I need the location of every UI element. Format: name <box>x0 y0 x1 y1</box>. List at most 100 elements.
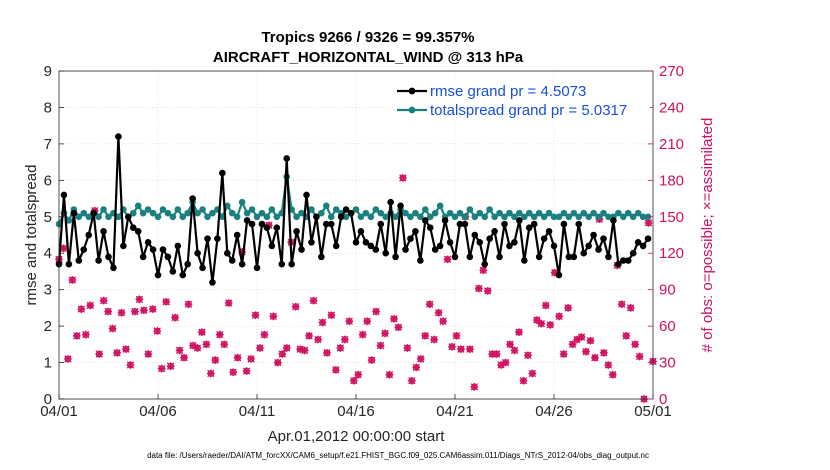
rmse-point <box>120 242 127 250</box>
obs-assimilated-point <box>573 335 581 344</box>
totalspread-point <box>417 213 424 221</box>
rmse-point <box>288 260 295 268</box>
rmse-point <box>521 257 528 264</box>
y2-tick-label: 270 <box>659 63 684 80</box>
rmse-point <box>402 246 409 253</box>
totalspread-point <box>164 209 172 217</box>
totalspread-point <box>466 206 474 213</box>
totalspread-point <box>372 206 380 213</box>
rmse-point <box>85 231 92 239</box>
obs-assimilated-point <box>251 311 260 320</box>
totalspread-point <box>570 209 578 217</box>
rmse-point <box>372 246 380 253</box>
rmse-point <box>179 271 187 279</box>
y-tick-label: 9 <box>44 63 52 80</box>
rmse-point <box>511 238 518 246</box>
obs-assimilated-point <box>157 364 166 373</box>
totalspread-point <box>199 206 206 213</box>
obs-assimilated-point <box>113 348 121 357</box>
rmse-point <box>347 209 355 217</box>
totalspread-point <box>600 209 607 217</box>
totalspread-point <box>134 202 142 210</box>
rmse-point <box>466 253 474 261</box>
y2-tick-label: 30 <box>659 355 676 372</box>
rmse-point <box>550 242 558 250</box>
totalspread-point <box>555 213 563 221</box>
obs-assimilated-point <box>81 330 90 339</box>
obs-assimilated-point <box>175 346 184 355</box>
rmse-point <box>144 238 152 246</box>
obs-assimilated-point <box>122 345 130 354</box>
obs-assimilated-point <box>604 361 613 369</box>
obs-assimilated-point <box>394 323 403 332</box>
obs-assimilated-point <box>233 353 242 362</box>
totalspread-point <box>129 209 137 217</box>
rmse-point <box>139 253 147 261</box>
rmse-point <box>224 249 231 257</box>
obs-assimilated-point <box>555 312 564 321</box>
rmse-point <box>70 209 78 217</box>
totalspread-point <box>525 209 533 217</box>
obs-assimilated-point <box>407 376 416 385</box>
rmse-point <box>555 271 563 279</box>
obs-assimilated-point <box>644 219 653 227</box>
rmse-point <box>471 231 479 239</box>
rmse-point <box>228 257 236 264</box>
totalspread-point <box>471 213 479 221</box>
totalspread-point <box>431 209 439 217</box>
rmse-point <box>610 217 617 224</box>
totalspread-point <box>243 209 251 217</box>
totalspread-point <box>392 213 399 221</box>
rmse-point <box>327 220 335 228</box>
y-tick-label: 8 <box>44 99 52 116</box>
obs-assimilated-point <box>385 370 394 379</box>
totalspread-point <box>426 213 434 221</box>
rmse-point <box>412 228 419 235</box>
obs-assimilated-point <box>376 341 385 350</box>
x-axis-label: Apr.01,2012 00:00:00 start <box>268 428 446 445</box>
rmse-point <box>243 217 251 224</box>
rmse-point <box>491 228 498 235</box>
totalspread-point <box>327 213 335 221</box>
obs-assimilated-point <box>617 300 626 309</box>
rmse-point <box>461 220 469 228</box>
y2-tick-label: 60 <box>659 318 676 335</box>
rmse-point <box>90 209 97 217</box>
rmse-point <box>313 213 320 221</box>
rmse-point <box>189 195 196 202</box>
rmse-point <box>219 169 226 177</box>
rmse-point <box>377 220 385 228</box>
x-tick-label: 04/16 <box>337 403 375 420</box>
obs-assimilated-point <box>126 361 135 369</box>
legend-box <box>394 80 650 120</box>
obs-assimilated-point <box>77 305 86 313</box>
rmse-point <box>426 224 434 232</box>
obs-assimilated-point <box>421 331 430 340</box>
rmse-point <box>318 253 325 261</box>
totalspread-point <box>402 209 409 217</box>
x-tick-label: 04/11 <box>239 403 275 420</box>
totalspread-point <box>144 206 152 213</box>
totalspread-point <box>233 213 241 221</box>
chart-title: Tropics 9266 / 9326 = 99.357% <box>261 29 474 46</box>
rmse-point <box>481 260 489 268</box>
rmse-point <box>570 253 578 261</box>
obs-assimilated-point <box>541 301 550 310</box>
totalspread-point <box>540 213 548 221</box>
legend-spread-marker <box>408 106 416 114</box>
obs-assimilated-point <box>68 276 77 284</box>
obs-assimilated-point <box>479 266 488 275</box>
obs-assimilated-point <box>73 331 81 340</box>
totalspread-point <box>377 209 385 217</box>
obs-assimilated-point <box>166 362 175 371</box>
rmse-point <box>545 228 553 235</box>
totalspread-point <box>545 209 553 217</box>
obs-assimilated-point <box>425 300 434 309</box>
rmse-point <box>516 217 523 224</box>
rmse-point <box>159 246 167 253</box>
totalspread-point <box>154 213 162 221</box>
totalspread-point <box>521 213 528 221</box>
rmse-point <box>595 246 602 253</box>
obs-assimilated-point <box>488 350 497 358</box>
